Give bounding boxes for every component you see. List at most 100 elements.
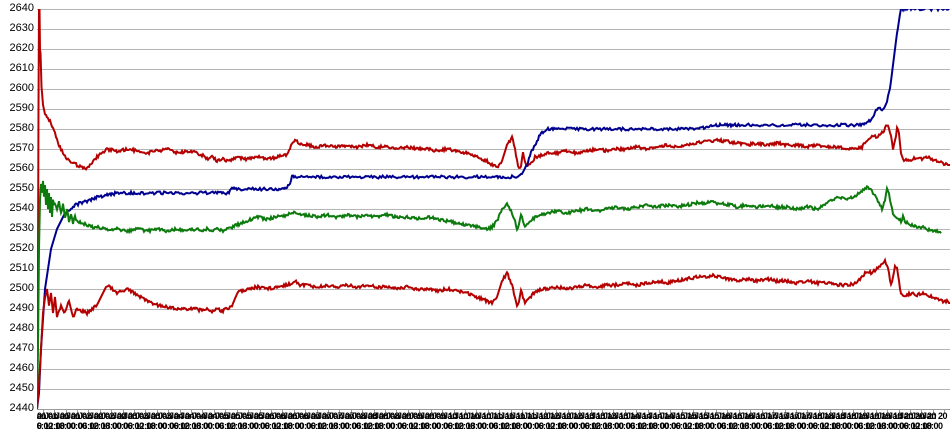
x-axis-tick	[191, 409, 192, 413]
gridline	[37, 69, 950, 70]
series-layer	[37, 9, 950, 409]
x-axis-tick	[77, 409, 78, 413]
y-axis-tick-label: 2640	[9, 2, 34, 14]
x-axis-tick-label: Jan 02 18:00	[101, 411, 127, 431]
x-axis-tick	[431, 409, 432, 413]
x-axis-tick	[180, 409, 181, 413]
x-axis-tick-label: Jan 09 12:00	[409, 411, 435, 431]
x-axis-tick-label: Jan 03 06:00	[123, 411, 149, 431]
x-axis-tick-label: Jan 16 12:00	[728, 411, 754, 431]
x-axis-tick-label: Jan 12 00:00	[523, 411, 549, 431]
x-axis-tick	[762, 409, 763, 413]
x-axis-tick-label: Jan 07 06:00	[306, 411, 332, 431]
x-axis-tick-label: Jan 01 18:00	[55, 411, 81, 431]
x-axis-tick	[579, 409, 580, 413]
x-axis-tick	[693, 409, 694, 413]
x-axis-tick-label: Jan 15 06:00	[671, 411, 697, 431]
x-axis-tick-label: Jan 16 06:00	[717, 411, 743, 431]
x-axis-tick-label: Jan 11 12:00	[500, 411, 525, 431]
x-axis-tick	[157, 409, 158, 413]
x-axis-tick-label: Jan 06 06:00	[260, 411, 286, 431]
y-axis-tick-label: 2580	[9, 122, 34, 134]
y-axis-tick-label: 2450	[9, 382, 34, 394]
x-axis-tick-label: Jan 10 12:00	[454, 411, 480, 431]
x-axis-tick-label: Jan 04 12:00	[180, 411, 206, 431]
x-axis-tick-label: Jan 11 00:00	[477, 411, 502, 431]
x-axis-tick	[773, 409, 774, 413]
x-axis-tick-label: Jan 16 18:00	[740, 411, 766, 431]
x-axis-tick	[910, 409, 911, 413]
x-axis-tick-label: Jan 15 18:00	[694, 411, 720, 431]
x-axis-tick-label: Jan 05 00:00	[203, 411, 229, 431]
x-axis-tick	[899, 409, 900, 413]
x-axis-tick	[305, 409, 306, 413]
series-line-green-series	[37, 180, 942, 409]
x-axis-tick-label: Jan 0100:00	[37, 411, 47, 431]
y-axis-tick-label: 2600	[9, 82, 34, 94]
x-axis-tick	[921, 409, 922, 413]
series-line-upper-red-series	[37, 9, 950, 409]
x-axis-tick	[842, 409, 843, 413]
x-axis-tick-label: Jan 06 18:00	[283, 411, 309, 431]
x-axis-tick-label: Jan 05 18:00	[238, 411, 264, 431]
x-axis-tick	[100, 409, 101, 413]
x-axis-tick-label: Jan 09 18:00	[420, 411, 446, 431]
x-axis-tick-label: Jan 09 06:00	[397, 411, 423, 431]
x-axis-tick	[636, 409, 637, 413]
x-axis-tick-label: Jan 18 18:00	[831, 411, 857, 431]
x-axis-tick	[465, 409, 466, 413]
x-axis-tick-label: Jan 14 12:00	[637, 411, 663, 431]
gridline	[37, 149, 950, 150]
x-axis-tick	[944, 409, 945, 413]
gridline	[37, 369, 950, 370]
y-axis-tick-label: 2520	[9, 242, 34, 254]
gridline	[37, 49, 950, 50]
x-axis-tick-label: Jan 02 00:00	[66, 411, 92, 431]
gridline	[37, 209, 950, 210]
y-axis-tick-label: 2500	[9, 282, 34, 294]
x-axis-tick-label: Jan 10 06:00	[443, 411, 469, 431]
y-axis-tick-label: 2490	[9, 302, 34, 314]
x-axis-tick-label: Jan 20 00:00	[888, 411, 914, 431]
x-axis-tick	[613, 409, 614, 413]
x-axis-tick-label: Jan 14 00:00	[614, 411, 640, 431]
x-axis-tick-label: Jan 12 12:00	[546, 411, 572, 431]
x-axis-tick	[648, 409, 649, 413]
x-axis-tick-label: Jan 14 06:00	[626, 411, 652, 431]
x-axis-tick	[237, 409, 238, 413]
x-axis-tick-label: Jan 15 12:00	[683, 411, 709, 431]
y-axis-tick-label: 2540	[9, 202, 34, 214]
x-axis-tick-label: Jan 20 06:00	[899, 411, 925, 431]
plot-area	[37, 9, 950, 409]
x-axis-tick-label: Jan 13 00:00	[569, 411, 595, 431]
x-axis-tick-label: Jan 18 12:00	[820, 411, 846, 431]
gridline	[37, 249, 950, 250]
x-axis-tick-label: Jan 13 12:00	[591, 411, 617, 431]
y-axis-tick-label: 2530	[9, 222, 34, 234]
x-axis-tick-label: Jan 20 18:00	[922, 411, 948, 431]
gridline	[37, 229, 950, 230]
gridline	[37, 29, 950, 30]
y-axis-tick-label: 2610	[9, 62, 34, 74]
x-axis-tick-label: Jan 07 12:00	[317, 411, 343, 431]
x-axis-tick-label: Jan 12 06:00	[534, 411, 560, 431]
x-axis-tick-label: Jan 19 00:00	[842, 411, 868, 431]
x-axis-tick-label: Jan 01 12:00	[44, 411, 70, 431]
x-axis-tick	[682, 409, 683, 413]
x-axis-tick	[853, 409, 854, 413]
x-axis-tick	[260, 409, 261, 413]
x-axis-tick	[317, 409, 318, 413]
x-axis-tick	[145, 409, 146, 413]
x-axis-tick	[442, 409, 443, 413]
x-axis-tick	[362, 409, 363, 413]
x-axis-tick-label: Jan 08 12:00	[363, 411, 389, 431]
x-axis-tick	[248, 409, 249, 413]
gridline	[37, 169, 950, 170]
x-axis-tick	[876, 409, 877, 413]
x-axis-tick	[134, 409, 135, 413]
y-axis: 2640 2630 2620 2610 2600 2590 2580 2570 2560 2550…	[0, 0, 36, 435]
x-axis-tick	[739, 409, 740, 413]
x-axis-tick	[807, 409, 808, 413]
x-axis-tick	[716, 409, 717, 413]
